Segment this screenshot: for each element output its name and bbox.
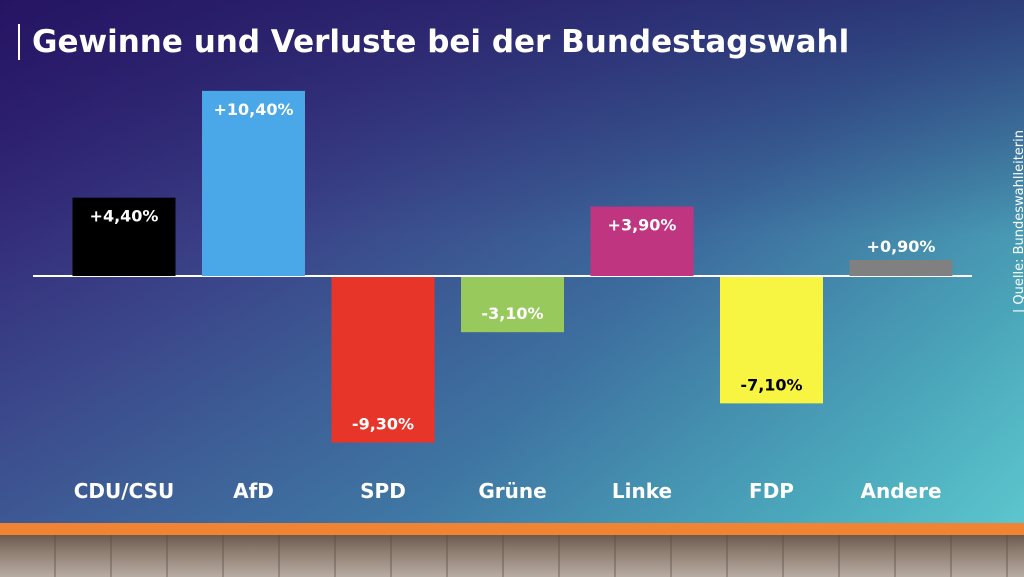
chart-title: Gewinne und Verluste bei der Bundestagsw… [32,24,850,60]
bar-cdu-csu [72,197,176,276]
data-label: -7,10% [740,375,802,394]
data-label: -9,30% [352,415,414,434]
bar-andere [849,259,953,276]
category-label: Linke [612,479,672,503]
wooden-floor [0,535,1024,577]
data-label: +0,90% [867,237,936,256]
bar-linke [590,206,694,276]
bar-chart: +4,40% CDU/CSU +10,40% AfD -9,30% SPD -3,10% Gr… [72,90,953,503]
category-label: SPD [360,479,406,503]
bar-grüne [461,277,564,333]
bar-fdp [720,277,823,404]
category-label: CDU/CSU [74,479,175,503]
title-accent-bar [18,24,20,60]
bar-spd [331,277,435,443]
category-label: FDP [749,479,794,503]
data-label: +3,90% [608,216,677,235]
data-label: +10,40% [213,100,293,119]
data-label: -3,10% [481,304,543,323]
category-label: Grüne [478,479,546,503]
category-label: Andere [860,479,941,503]
bar-afd [202,90,305,276]
orange-divider [0,523,1024,535]
chart-title-container: Gewinne und Verluste bei der Bundestagsw… [18,16,849,68]
category-label: AfD [233,479,274,503]
data-label: +4,40% [90,207,159,226]
